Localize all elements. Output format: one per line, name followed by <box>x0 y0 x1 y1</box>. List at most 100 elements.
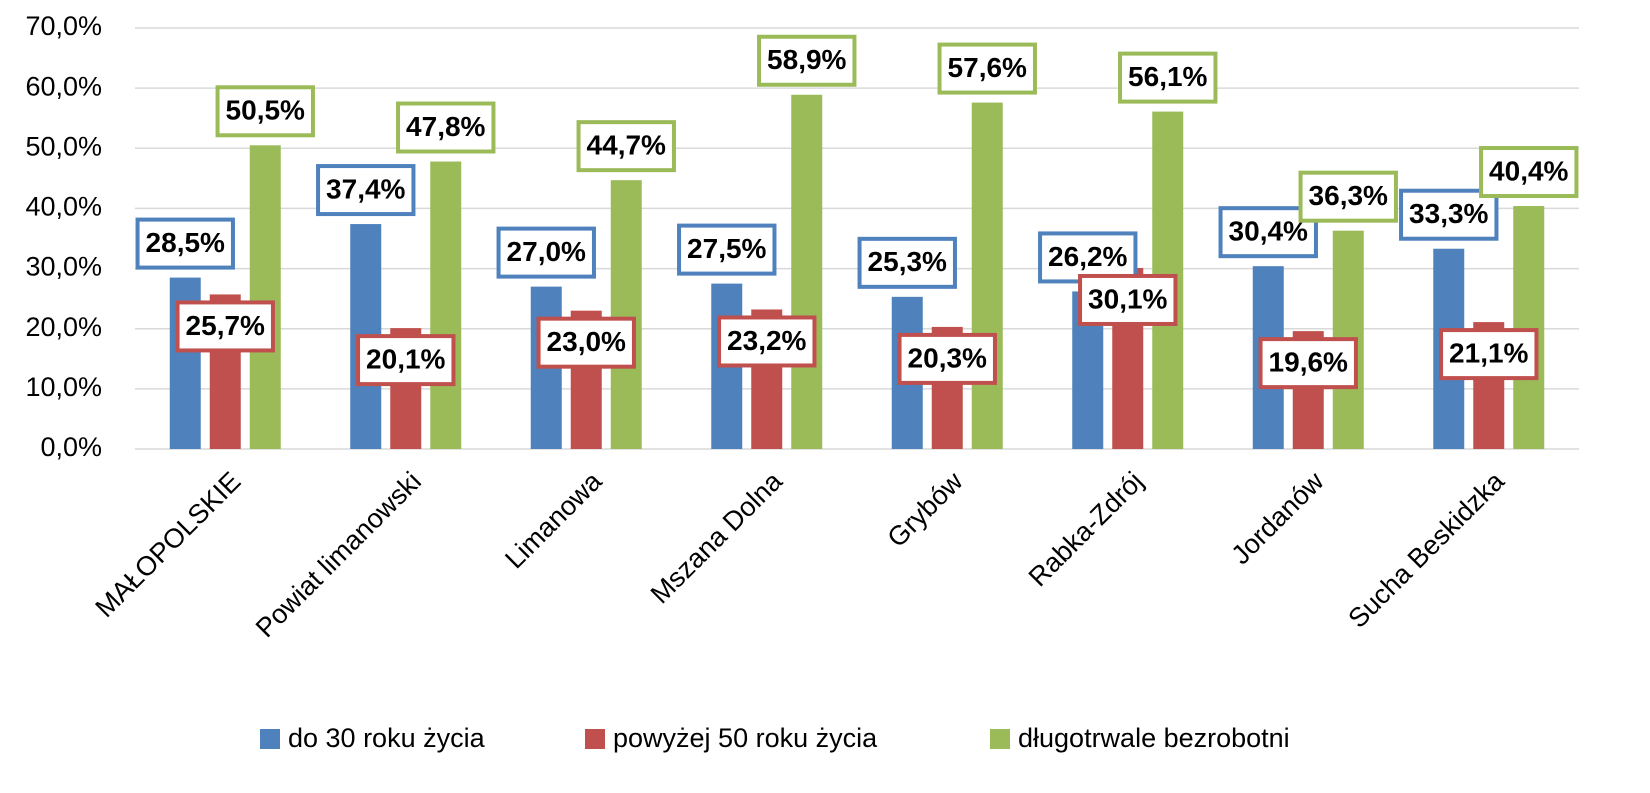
data-label: 27,5% <box>677 223 777 276</box>
data-label: 47,8% <box>396 101 496 154</box>
data-label: 50,5% <box>215 85 315 138</box>
data-label: 33,3% <box>1399 188 1499 241</box>
y-tick-label: 20,0% <box>25 312 102 342</box>
data-label-box <box>677 223 777 276</box>
y-tick-label: 40,0% <box>25 192 102 222</box>
data-label-box <box>1298 170 1398 223</box>
data-label-box <box>356 334 456 387</box>
data-label-box <box>175 300 275 353</box>
data-label-text: 27,5% <box>687 233 766 264</box>
data-label-box <box>1118 51 1218 104</box>
data-label: 21,1% <box>1439 328 1539 381</box>
data-label-box <box>536 316 636 369</box>
x-tick-label: MAŁOPOLSKIE <box>89 466 246 623</box>
legend-label: do 30 roku życia <box>288 723 486 753</box>
x-tick-label: Jordanów <box>1226 466 1330 570</box>
data-label-box <box>396 101 496 154</box>
data-label-box <box>757 34 857 87</box>
data-label-text: 20,1% <box>366 344 445 375</box>
data-label-box <box>135 217 235 270</box>
data-label-box <box>576 120 676 173</box>
data-label-text: 21,1% <box>1449 337 1528 368</box>
data-label-text: 50,5% <box>226 95 305 126</box>
bar <box>1513 206 1545 449</box>
x-tick-label: Sucha Beskidzka <box>1342 465 1510 633</box>
data-label: 27,0% <box>496 226 596 279</box>
bar <box>249 145 281 449</box>
bar <box>610 180 642 449</box>
data-label-box <box>1399 188 1499 241</box>
data-label-text: 37,4% <box>326 173 405 204</box>
data-label-text: 58,9% <box>767 44 846 75</box>
data-label: 36,3% <box>1298 170 1398 223</box>
data-label-text: 25,3% <box>868 246 947 277</box>
data-label-box <box>496 226 596 279</box>
data-label-text: 40,4% <box>1489 155 1568 186</box>
data-label-box <box>937 42 1037 95</box>
y-tick-label: 10,0% <box>25 372 102 402</box>
data-label-box <box>1258 337 1358 390</box>
data-label-text: 44,7% <box>587 130 666 161</box>
data-label: 23,0% <box>536 316 636 369</box>
x-tick-label: Grybów <box>882 466 969 553</box>
legend-swatch <box>585 729 605 749</box>
data-label-text: 30,4% <box>1229 216 1308 247</box>
data-label-text: 28,5% <box>146 227 225 258</box>
x-tick-label: Powiat limanowski <box>250 466 427 643</box>
data-label-text: 20,3% <box>908 342 987 373</box>
data-label: 25,3% <box>857 236 957 289</box>
data-label: 20,3% <box>897 332 997 385</box>
data-label-text: 23,0% <box>547 326 626 357</box>
data-label-text: 30,1% <box>1088 283 1167 314</box>
bar <box>971 102 1003 449</box>
data-label: 44,7% <box>576 120 676 173</box>
bar <box>791 94 823 449</box>
data-label-box <box>857 236 957 289</box>
data-label-box <box>1078 273 1178 326</box>
data-label-box <box>1479 146 1579 199</box>
data-label-text: 19,6% <box>1269 347 1348 378</box>
legend-label: powyżej 50 roku życia <box>613 723 878 753</box>
data-label-box <box>1439 328 1539 381</box>
data-label: 20,1% <box>356 334 456 387</box>
data-label: 58,9% <box>757 34 857 87</box>
data-label: 25,7% <box>175 300 275 353</box>
data-label-box <box>1038 231 1138 284</box>
data-label-box <box>316 164 416 217</box>
y-tick-label: 50,0% <box>25 131 102 161</box>
data-label-text: 56,1% <box>1128 61 1207 92</box>
legend-swatch <box>260 729 280 749</box>
data-label-text: 26,2% <box>1048 241 1127 272</box>
y-tick-label: 60,0% <box>25 71 102 101</box>
y-tick-label: 70,0% <box>25 11 102 41</box>
data-label: 28,5% <box>135 217 235 270</box>
data-label-text: 33,3% <box>1409 198 1488 229</box>
data-label-box <box>215 85 315 138</box>
data-label-text: 36,3% <box>1309 180 1388 211</box>
x-tick-label: Limanowa <box>499 465 608 574</box>
data-label: 19,6% <box>1258 337 1358 390</box>
data-label-text: 23,2% <box>727 325 806 356</box>
data-label: 40,4% <box>1479 146 1579 199</box>
bar <box>430 161 462 449</box>
data-label-box <box>897 332 997 385</box>
x-tick-label: Rabka-Zdrój <box>1023 466 1149 592</box>
y-tick-label: 0,0% <box>40 432 102 462</box>
data-label-box <box>717 315 817 368</box>
x-tick-label: Mszana Dolna <box>645 465 789 609</box>
data-label: 37,4% <box>316 164 416 217</box>
legend-label: długotrwale bezrobotni <box>1018 723 1290 753</box>
data-label: 56,1% <box>1118 51 1218 104</box>
data-label: 30,4% <box>1218 206 1318 259</box>
data-label: 30,1% <box>1078 273 1178 326</box>
legend-swatch <box>990 729 1010 749</box>
data-label: 57,6% <box>937 42 1037 95</box>
data-label: 23,2% <box>717 315 817 368</box>
data-label-text: 57,6% <box>948 52 1027 83</box>
data-label: 26,2% <box>1038 231 1138 284</box>
data-label-text: 25,7% <box>186 310 265 341</box>
data-label-text: 27,0% <box>507 236 586 267</box>
data-label-text: 47,8% <box>406 111 485 142</box>
y-tick-label: 30,0% <box>25 252 102 282</box>
